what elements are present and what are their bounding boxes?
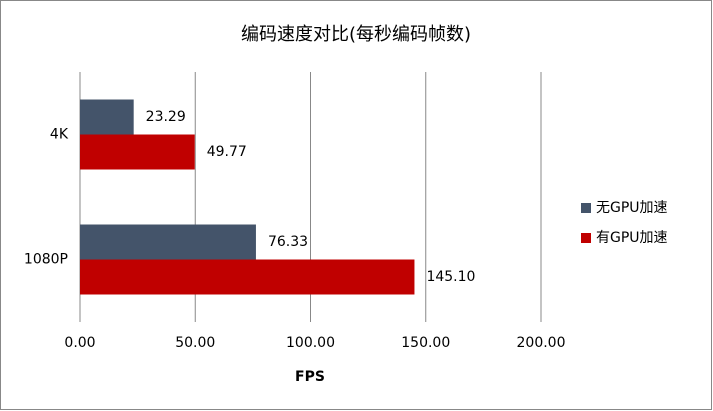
bar [80, 224, 256, 260]
x-tick-label: 100.00 [286, 335, 335, 351]
data-label: 145.10 [426, 269, 475, 285]
data-label: 76.33 [268, 234, 308, 250]
x-tick-label: 150.00 [401, 335, 450, 351]
data-label: 49.77 [207, 144, 247, 160]
data-label: 23.29 [146, 109, 186, 125]
x-axis-label: FPS [295, 369, 325, 385]
y-tick-label: 4K [50, 127, 69, 143]
chart-title: 编码速度对比(每秒编码帧数) [241, 24, 471, 45]
legend-swatch [581, 203, 591, 213]
legend-swatch [581, 233, 591, 243]
legend-label: 有GPU加速 [596, 230, 668, 246]
bar [80, 259, 415, 295]
bar [80, 99, 134, 135]
x-tick-label: 0.00 [64, 335, 95, 351]
x-tick-label: 200.00 [517, 335, 566, 351]
y-tick-label: 1080P [24, 252, 68, 268]
bar [80, 134, 195, 170]
x-tick-label: 50.00 [175, 335, 215, 351]
legend-label: 无GPU加速 [596, 200, 668, 216]
